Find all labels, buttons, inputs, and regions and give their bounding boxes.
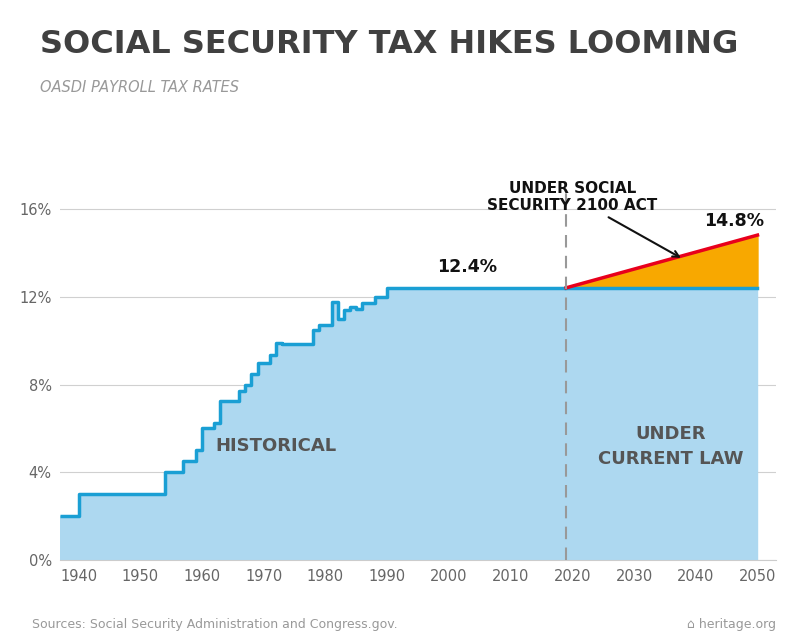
Text: OASDI PAYROLL TAX RATES: OASDI PAYROLL TAX RATES <box>40 80 239 95</box>
Text: 12.4%: 12.4% <box>438 258 498 276</box>
Text: Sources: Social Security Administration and Congress.gov.: Sources: Social Security Administration … <box>32 618 398 631</box>
Text: UNDER SOCIAL
SECURITY 2100 ACT: UNDER SOCIAL SECURITY 2100 ACT <box>487 181 679 257</box>
Text: HISTORICAL: HISTORICAL <box>215 437 337 455</box>
Text: 14.8%: 14.8% <box>704 212 764 230</box>
Text: ⌂ heritage.org: ⌂ heritage.org <box>687 618 776 631</box>
Text: SOCIAL SECURITY TAX HIKES LOOMING: SOCIAL SECURITY TAX HIKES LOOMING <box>40 29 738 60</box>
Polygon shape <box>60 288 566 560</box>
Text: UNDER
CURRENT LAW: UNDER CURRENT LAW <box>598 424 744 468</box>
